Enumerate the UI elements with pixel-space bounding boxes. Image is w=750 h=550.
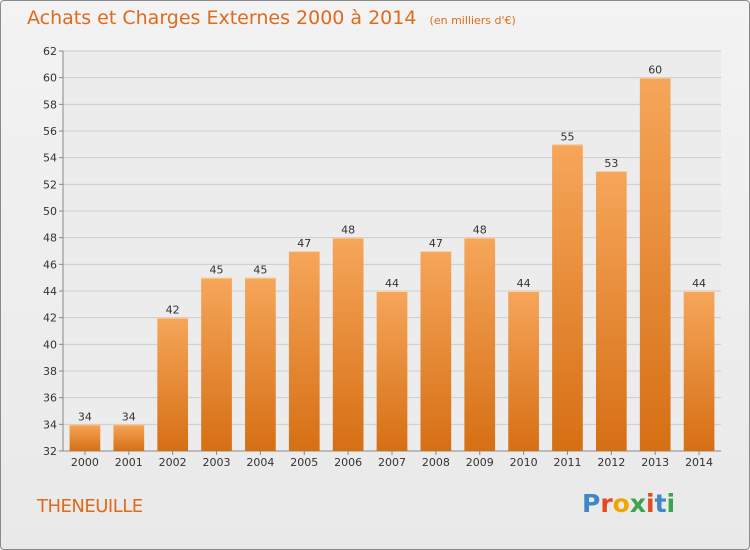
logo-letter: t — [654, 489, 667, 518]
y-tick-label: 32 — [43, 445, 57, 458]
x-tick-label: 2001 — [115, 456, 143, 469]
x-tick-label: 2010 — [510, 456, 538, 469]
x-tick-label: 2002 — [159, 456, 187, 469]
x-tick-label: 2003 — [203, 456, 231, 469]
data-label: 34 — [78, 410, 92, 423]
bar — [288, 251, 320, 451]
bar — [464, 237, 496, 451]
x-tick-label: 2008 — [422, 456, 450, 469]
commune-name: THENEUILLE — [37, 496, 143, 517]
data-label: 45 — [210, 264, 224, 277]
bar — [69, 424, 101, 451]
x-tick-label: 2006 — [334, 456, 362, 469]
bar — [683, 291, 715, 451]
x-tick-label: 2004 — [246, 456, 274, 469]
y-tick-label: 60 — [43, 72, 57, 85]
bar — [595, 171, 627, 451]
y-tick-label: 42 — [43, 312, 57, 325]
data-label: 47 — [429, 237, 443, 250]
data-label: 34 — [122, 410, 136, 423]
proxiti-logo: Proxiti — [582, 489, 675, 518]
bar — [376, 291, 408, 451]
data-label: 44 — [385, 277, 399, 290]
logo-letter: o — [612, 489, 630, 518]
data-label: 55 — [560, 130, 574, 143]
bar — [245, 277, 276, 451]
y-tick-label: 38 — [43, 365, 57, 378]
data-label: 45 — [253, 264, 267, 277]
logo-letter: P — [582, 489, 601, 518]
logo-letter: i — [646, 489, 655, 518]
y-tick-label: 34 — [43, 418, 57, 431]
x-tick-label: 2007 — [378, 456, 406, 469]
x-tick-label: 2011 — [553, 456, 581, 469]
bar — [420, 251, 452, 451]
data-label: 44 — [517, 277, 531, 290]
data-label: 42 — [166, 304, 180, 317]
data-label: 48 — [341, 224, 355, 237]
data-label: 53 — [604, 157, 618, 170]
y-tick-label: 36 — [43, 392, 57, 405]
y-tick-label: 40 — [43, 338, 57, 351]
y-tick-label: 54 — [43, 152, 57, 165]
bar — [552, 144, 583, 452]
bar — [639, 77, 671, 452]
x-tick-label: 2009 — [466, 456, 494, 469]
y-tick-label: 58 — [43, 98, 57, 111]
bar — [157, 317, 189, 451]
data-label: 47 — [297, 237, 311, 250]
bar — [201, 277, 232, 451]
data-label: 44 — [692, 277, 706, 290]
y-tick-label: 44 — [43, 285, 57, 298]
bar — [332, 237, 364, 451]
chart-title-row: Achats et Charges Externes 2000 à 2014 (… — [27, 7, 516, 29]
chart-subtitle: (en milliers d'€) — [429, 14, 516, 27]
y-tick-label: 50 — [43, 205, 57, 218]
x-tick-label: 2000 — [71, 456, 99, 469]
bar — [113, 424, 145, 451]
y-tick-label: 52 — [43, 178, 57, 191]
logo-letter: i — [666, 489, 676, 518]
x-tick-label: 2014 — [685, 456, 713, 469]
logo-letter: r — [600, 489, 613, 518]
logo-letter: x — [629, 489, 646, 518]
y-tick-label: 62 — [43, 45, 57, 58]
y-tick-label: 48 — [43, 232, 57, 245]
bar — [508, 291, 539, 451]
data-label: 48 — [473, 224, 487, 237]
x-tick-label: 2012 — [597, 456, 625, 469]
x-tick-label: 2005 — [290, 456, 318, 469]
y-tick-label: 46 — [43, 258, 57, 271]
data-label: 60 — [648, 64, 662, 77]
x-tick-label: 2013 — [641, 456, 669, 469]
y-tick-label: 56 — [43, 125, 57, 138]
chart-title: Achats et Charges Externes 2000 à 2014 — [27, 7, 417, 29]
